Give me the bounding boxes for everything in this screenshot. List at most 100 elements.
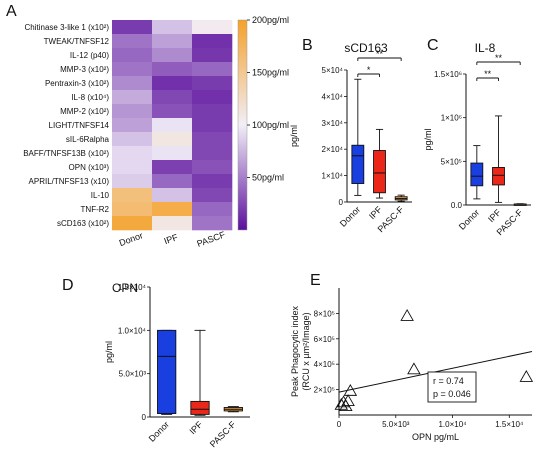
heatmap-row-label: Pentraxin-3 (x10²) [45,79,109,88]
heatmap-cell [152,62,193,77]
heatmap-cell [152,34,193,49]
heatmap-cell [112,146,153,161]
heatmap-cell [192,62,233,77]
heatmap-row-label: LIGHT/TNFSF14 [49,121,110,130]
heatmap-row-label: IL-10 [91,191,110,200]
colorbar-tick-label: 100pg/ml [252,120,289,130]
stats-r: r = 0.74 [433,376,464,386]
heatmap-row-label: OPN (x10³) [69,163,110,172]
heatmap-cell [112,132,153,147]
y-tick-label: 0.0 [451,201,463,210]
heatmap-row-label: sIL-6Ralpha [66,135,110,144]
heatmap-row-label: MMP-3 (x10²) [60,65,109,74]
y-tick-label: 0 [142,413,147,422]
heatmap-row-label: IL-12 (p40) [70,51,109,60]
data-point [343,383,358,396]
heatmap: Chitinase 3-like 1 (x10²) TWEAK/TNFSF12 IL… [23,15,289,249]
data-point [519,369,534,382]
heatmap-cell [192,48,233,63]
colorbar-tick-label: 50pg/ml [252,173,284,183]
heatmap-cell [112,174,153,189]
heatmap-cell [192,20,233,35]
heatmap-cell [152,146,193,161]
significance-label: ** [376,49,384,59]
heatmap-cell [112,188,153,203]
heatmap-cell [152,160,193,175]
heatmap-row-label: TNF-R2 [81,205,110,214]
chart-title-d: OPN [112,281,138,295]
category-label: Donor [338,204,362,228]
box [190,400,210,415]
heatmap-cell [112,216,153,231]
heatmap-cell [192,90,233,105]
x-tick-label: 0 [337,420,342,429]
panel-label-a: A [6,3,17,20]
y-tick-label: 1×10⁶ [441,114,462,123]
heatmap-cell [112,76,153,91]
y-tick-label: 5×10⁵ [441,157,462,166]
heatmap-cell [192,76,233,91]
heatmap-cell [112,90,153,105]
heatmap-row-label: IL-8 (x10⁴) [71,93,109,102]
significance-label: * [367,65,371,75]
panel-label-b: B [302,37,313,54]
y-axis-label: Peak Phagocytic index [290,305,300,397]
x-tick-label: 1.5×10⁴ [495,420,524,429]
y-tick-label: 1.5×10⁴ [118,283,147,292]
heatmap-cell [192,118,233,133]
significance-label: ** [484,69,492,79]
heatmap-column-label: Donor [118,230,144,248]
y-tick-label: 4×10⁴ [322,92,344,101]
heatmap-cell [192,202,233,217]
box [157,329,177,414]
heatmap-cell [192,188,233,203]
category-label: Donor [457,207,481,231]
y-axis-label: pg/ml [104,341,114,363]
y-tick-label: 1.0×10⁴ [118,326,147,335]
heatmap-row-label: Chitinase 3-like 1 (x10²) [25,23,110,32]
y-axis-label-units: (RCU x µm²/Image) [301,312,311,390]
heatmap-cell [152,216,193,231]
heatmap-cell [152,118,193,133]
heatmap-cell [152,188,193,203]
heatmap-cell [192,160,233,175]
x-axis-label: OPN pg/mL [412,432,459,442]
heatmap-row-label: TWEAK/TNFSF12 [44,37,110,46]
stats-p: p = 0.046 [433,389,471,399]
panel-label-e: E [310,272,321,289]
heatmap-cell [112,202,153,217]
y-tick-label: 8×10⁵ [314,309,335,318]
category-label: PASC-F [208,419,238,449]
colorbar-tick-label: 200pg/ml [252,15,289,25]
box [351,144,365,184]
heatmap-cell [112,160,153,175]
y-axis-label: pg/ml [289,125,299,147]
significance-label: ** [495,53,503,63]
data-point [407,362,421,375]
box [373,150,386,194]
heatmap-cell [152,76,193,91]
box [470,162,484,187]
data-point [334,397,349,410]
y-tick-label: 4×10⁵ [314,360,335,369]
data-point [400,309,414,321]
y-tick-label: 1.5×10⁶ [434,70,462,79]
heatmap-cell [112,104,153,119]
y-tick-label: 6×10⁵ [314,335,335,344]
x-tick-label: 5.0×10³ [382,420,410,429]
heatmap-cell [152,174,193,189]
heatmap-cell [112,62,153,77]
y-tick-label: 0 [339,198,344,207]
heatmap-cell [152,132,193,147]
heatmap-row-label: BAFF/TNFSF13B (x10²) [23,149,109,158]
data-point [341,394,355,406]
category-label: Donor [147,419,171,443]
heatmap-cell [192,34,233,49]
scatter-plot-opn-vs-phagocytic: 8×10⁵ 6×10⁵ 4×10⁵ 2×10⁵ 0 5.0×10³ 1.0×10⁴ 1.5×1… [290,288,534,442]
y-axis-label: pg/ml [423,128,433,150]
heatmap-cell [112,34,153,49]
